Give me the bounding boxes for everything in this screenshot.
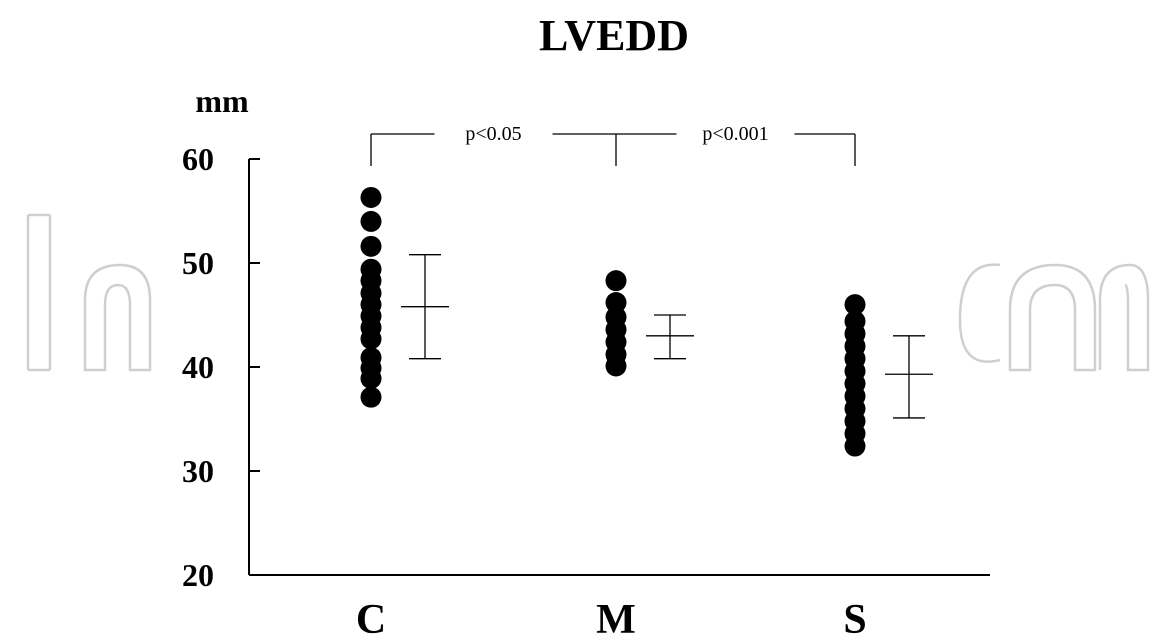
- y-tick-label: 30: [182, 453, 214, 489]
- y-tick-label: 50: [182, 245, 214, 281]
- data-point: [360, 386, 382, 408]
- data-point: [605, 292, 627, 314]
- data-point: [605, 355, 627, 377]
- y-axis-label: mm: [195, 83, 249, 119]
- data-point: [844, 435, 866, 457]
- y-tick-label: 20: [182, 557, 214, 593]
- y-tick-label: 60: [182, 141, 214, 177]
- significance-brackets: p<0.05 p<0.001: [370, 123, 856, 166]
- y-ticks: 20 30 40 50 60: [182, 141, 260, 593]
- y-tick-label: 40: [182, 349, 214, 385]
- watermark: [26, 213, 1150, 372]
- data-point: [360, 210, 382, 232]
- x-tick-label: S: [843, 597, 866, 640]
- data-point: [844, 294, 866, 316]
- p-value-label: p<0.05: [465, 123, 521, 145]
- p-value-label: p<0.001: [702, 123, 768, 145]
- data-point: [360, 328, 382, 350]
- x-tick-label: M: [596, 597, 636, 640]
- data-point: [605, 270, 627, 292]
- data-point: [360, 235, 382, 257]
- error-bars: [401, 254, 933, 419]
- data-points: [360, 186, 866, 457]
- data-point: [360, 367, 382, 389]
- data-point: [360, 186, 382, 208]
- chart-title: LVEDD: [539, 11, 689, 60]
- x-tick-label: C: [356, 597, 386, 640]
